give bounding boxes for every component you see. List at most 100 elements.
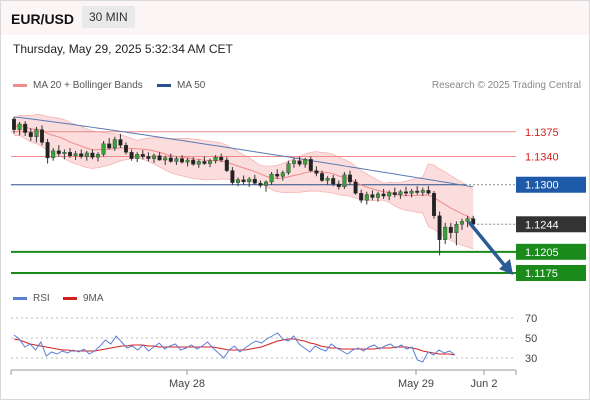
candle-body — [146, 156, 151, 159]
candle — [123, 142, 128, 155]
candle-body — [448, 226, 453, 233]
candle — [258, 180, 263, 188]
legend-label: MA 20 + Bollinger Bands — [33, 80, 143, 91]
timeframe-button[interactable]: 30 MIN — [82, 6, 135, 28]
candle — [409, 188, 414, 198]
candle — [275, 169, 280, 180]
candle — [79, 149, 84, 159]
candle-body — [258, 183, 263, 186]
candle — [90, 149, 95, 160]
level-label-1.1300: 1.1300 — [525, 180, 559, 192]
candle-body — [465, 218, 470, 222]
candle-body — [107, 143, 112, 149]
candle — [107, 138, 112, 150]
candle — [56, 145, 61, 157]
candle — [264, 180, 269, 192]
candle — [314, 166, 319, 177]
candle — [420, 187, 425, 197]
candle-body — [129, 152, 134, 159]
candle — [415, 186, 420, 195]
candle — [151, 153, 156, 163]
candle — [404, 186, 409, 197]
candle-body — [320, 173, 325, 181]
candle — [432, 191, 437, 219]
candle-body — [34, 129, 39, 137]
candle — [325, 176, 330, 185]
candle-body — [135, 154, 140, 159]
candle-body — [230, 170, 235, 183]
candle-body — [331, 178, 336, 185]
candle — [23, 121, 28, 137]
candle — [62, 149, 67, 160]
candle-body — [443, 226, 448, 241]
currency-pair: EUR/USD — [11, 11, 75, 27]
candle-body — [415, 190, 420, 193]
candle — [230, 167, 235, 185]
candle-body — [292, 160, 297, 164]
candle — [353, 179, 358, 195]
candle-body — [191, 159, 196, 165]
rsi-line — [13, 332, 456, 363]
candle-body — [241, 179, 246, 183]
candle-body — [95, 154, 100, 158]
candle — [460, 218, 465, 230]
candle-body — [157, 155, 162, 161]
candle-body — [426, 190, 431, 194]
candle-body — [123, 144, 128, 153]
level-label-box — [516, 176, 586, 193]
candle-body — [174, 158, 179, 162]
candle-body — [336, 183, 341, 188]
candle-body — [202, 161, 207, 164]
candle-body — [376, 193, 381, 198]
candle-body — [247, 178, 252, 183]
candle-body — [303, 159, 308, 165]
candle-body — [112, 139, 117, 149]
candle-body — [359, 193, 364, 201]
candle-body — [286, 163, 291, 173]
candle — [381, 188, 386, 199]
candle — [95, 152, 100, 162]
candle-body — [460, 221, 465, 225]
candle-body — [118, 139, 123, 146]
candle — [101, 140, 106, 157]
candle — [146, 152, 151, 162]
candle-body — [370, 194, 375, 198]
legend-rsi: RSI — [13, 293, 50, 304]
candle — [118, 133, 123, 149]
time-axis-label: Jun 2 — [471, 378, 498, 390]
candle — [448, 222, 453, 239]
candle — [202, 156, 207, 165]
candle-body — [168, 157, 173, 162]
legend-9ma: 9MA — [63, 293, 104, 304]
candle — [359, 189, 364, 204]
candle-body — [56, 150, 61, 154]
candle-body — [404, 191, 409, 194]
time-axis-label: May 28 — [169, 378, 205, 390]
candle-body — [62, 152, 67, 154]
timestamp: Thursday, May 29, 2025 5:32:34 AM CET — [13, 42, 233, 56]
candle — [73, 150, 78, 161]
candle — [174, 156, 179, 165]
candle — [364, 191, 369, 205]
candle — [51, 148, 56, 161]
candle-body — [90, 152, 95, 158]
legend-swatch — [13, 297, 27, 300]
candle — [336, 180, 341, 190]
candle-body — [275, 173, 280, 177]
candle-body — [73, 153, 78, 156]
level-label-box — [516, 216, 586, 233]
legend-label: 9MA — [83, 293, 104, 304]
candle-body — [45, 142, 50, 159]
candle — [320, 170, 325, 182]
time-axis-label: May 29 — [398, 378, 434, 390]
candle — [292, 157, 297, 168]
candle-body — [84, 152, 89, 157]
candle — [370, 190, 375, 201]
level-label-1.1244: 1.1244 — [525, 219, 559, 231]
candle — [112, 136, 117, 151]
candle-body — [163, 157, 168, 161]
candle — [45, 138, 50, 164]
candle — [426, 186, 431, 195]
forecast-arrow-shaft — [468, 221, 507, 268]
